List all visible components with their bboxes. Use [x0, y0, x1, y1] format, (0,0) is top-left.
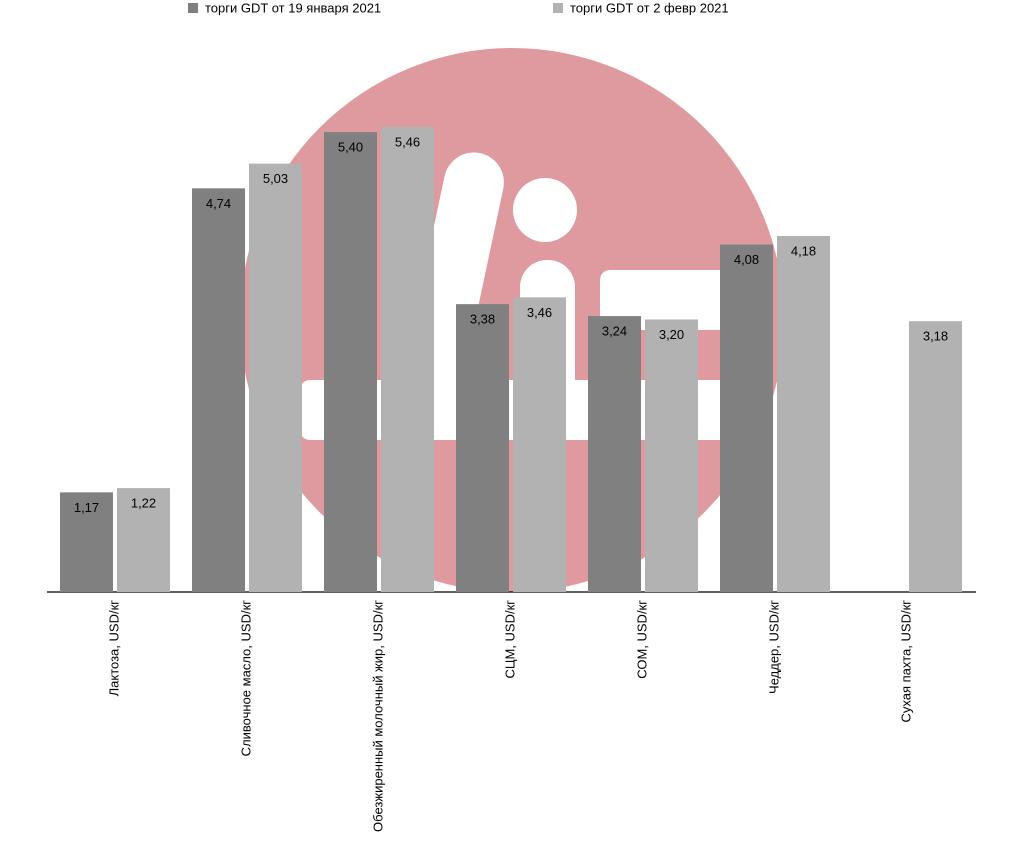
- legend-label: торги GDT от 2 февр 2021: [570, 0, 729, 15]
- value-label: 5,03: [263, 171, 288, 186]
- bar: [909, 321, 962, 592]
- value-label: 5,46: [395, 134, 420, 149]
- value-label: 4,18: [791, 243, 816, 258]
- bar: [117, 488, 170, 592]
- x-tick-label: Обезжиренный молочный жир, USD/кг: [370, 600, 385, 832]
- bar: [60, 492, 113, 592]
- bar: [324, 132, 377, 592]
- value-label: 1,22: [131, 496, 156, 511]
- bar: [588, 316, 641, 592]
- value-label: 4,74: [206, 196, 231, 211]
- value-label: 3,18: [923, 329, 948, 344]
- value-label: 1,17: [74, 500, 99, 515]
- legend-label: торги GDT от 19 января 2021: [205, 0, 381, 15]
- value-label: 3,20: [659, 327, 684, 342]
- bar: [381, 127, 434, 592]
- x-tick-label: Сливочное масло, USD/кг: [238, 600, 253, 757]
- value-label: 3,24: [602, 324, 627, 339]
- bar: [645, 319, 698, 592]
- value-label: 5,40: [338, 140, 363, 155]
- bar: [192, 188, 245, 593]
- bar: [777, 236, 830, 592]
- value-label: 4,08: [734, 252, 759, 267]
- value-label: 3,46: [527, 305, 552, 320]
- legend-swatch: [553, 3, 563, 13]
- bar: [513, 297, 566, 592]
- x-tick-label: СОМ, USD/кг: [634, 600, 649, 679]
- x-tick-label: Лактоза, USD/кг: [106, 600, 121, 697]
- background-logo: [240, 48, 784, 592]
- legend-swatch: [188, 3, 198, 13]
- x-tick-label: СЦМ, USD/кг: [502, 600, 517, 679]
- x-tick-label: Чеддер, USD/кг: [766, 600, 781, 694]
- bar: [456, 304, 509, 592]
- x-tick-label: Сухая пахта, USD/кг: [898, 600, 913, 723]
- bar: [249, 163, 302, 592]
- value-label: 3,38: [470, 312, 495, 327]
- bar: [720, 244, 773, 592]
